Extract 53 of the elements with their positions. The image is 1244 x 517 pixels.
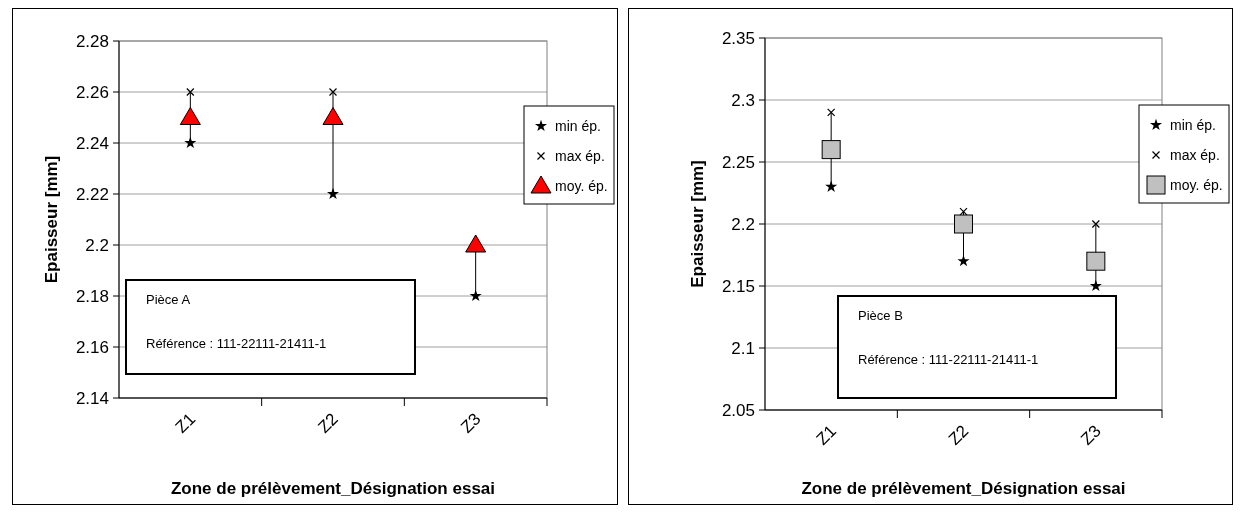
note-box: Pièce A Référence : 111-22111-21411-1 xyxy=(125,279,416,375)
y-tick-label: 2.26 xyxy=(75,82,109,102)
x-tick-label: Z2 xyxy=(314,409,342,437)
y-tick-label: 2.28 xyxy=(75,31,109,51)
legend-label: min ép. xyxy=(555,117,601,134)
y-tick-label: 2.14 xyxy=(75,388,109,408)
annotation: Pièce B xyxy=(858,308,903,323)
point xyxy=(825,180,838,192)
y-tick-label: 2.24 xyxy=(75,133,109,153)
y-tick-label: 2.3 xyxy=(731,90,755,110)
point xyxy=(179,107,201,125)
y-axis-title: Epaisseur [mm] xyxy=(42,155,61,284)
point xyxy=(328,87,338,97)
point xyxy=(469,289,482,302)
point xyxy=(186,87,195,97)
x-axis-title: Zone de prélèvement_Désignation essai xyxy=(801,479,1126,498)
point xyxy=(184,136,197,149)
point xyxy=(1089,279,1102,292)
y-tick-label: 2.35 xyxy=(721,28,755,48)
x-tick-label: Z3 xyxy=(1077,421,1105,449)
legend-label: min ép. xyxy=(1170,116,1216,133)
y-tick-label: 2.05 xyxy=(721,400,755,420)
point xyxy=(322,107,344,125)
x-tick-label: Z1 xyxy=(812,421,840,449)
legend-label: moy. ép. xyxy=(1170,176,1223,193)
x-tick-label: Z3 xyxy=(457,409,485,437)
y-axis-title: Epaisseur [mm] xyxy=(688,160,707,288)
y-tick-label: 2.2 xyxy=(731,214,755,234)
point xyxy=(827,108,836,117)
point xyxy=(821,140,841,160)
legend-label: max ép. xyxy=(1170,146,1220,163)
point xyxy=(1086,251,1106,271)
x-tick-label: Z2 xyxy=(944,421,973,449)
legend-label: max ép. xyxy=(555,147,605,164)
annotation: Pièce A xyxy=(146,292,191,307)
point xyxy=(326,187,340,200)
x-tick-label: Z1 xyxy=(171,409,200,437)
point xyxy=(1091,219,1100,229)
y-tick-label: 2.22 xyxy=(75,184,109,204)
legend-label: moy. ép. xyxy=(555,177,608,194)
point xyxy=(959,207,968,216)
y-tick-label: 2.16 xyxy=(75,337,109,357)
y-tick-label: 2.18 xyxy=(75,286,109,306)
y-tick-label: 2.2 xyxy=(85,235,109,255)
annotation: Référence : 111-22111-21411-1 xyxy=(146,336,327,351)
point xyxy=(954,214,973,234)
y-tick-label: 2.15 xyxy=(721,276,755,296)
note-box: Pièce B Référence : 111-22111-21411-1 xyxy=(837,295,1117,399)
point xyxy=(465,234,487,253)
y-tick-label: 2.1 xyxy=(731,338,755,358)
annotation: Référence : 111-22111-21411-1 xyxy=(858,352,1039,367)
x-axis-title: Zone de prélèvement_Désignation essai xyxy=(170,479,496,498)
y-tick-label: 2.25 xyxy=(721,152,755,172)
